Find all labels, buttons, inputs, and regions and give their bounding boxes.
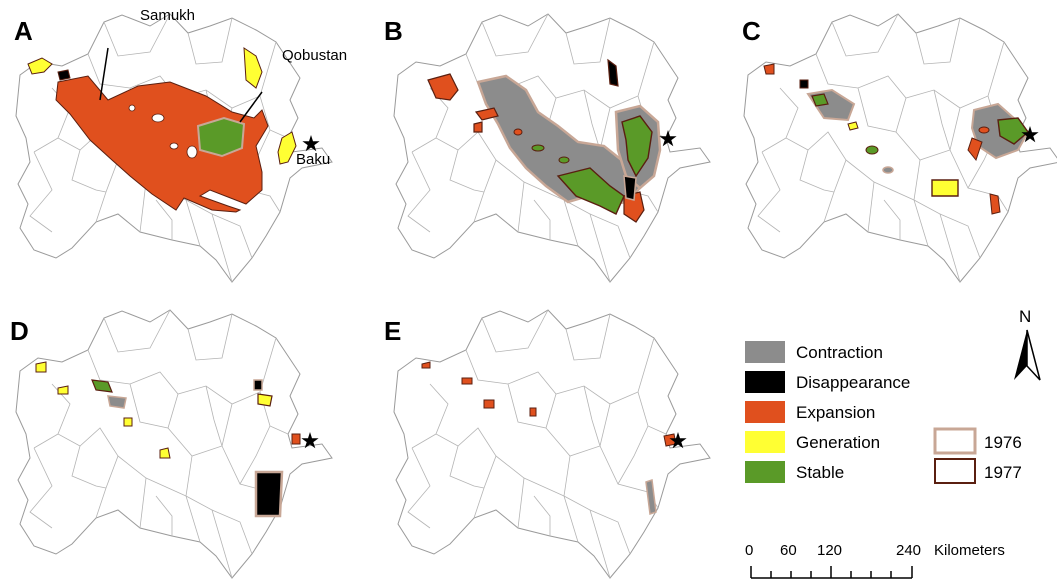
- panel-a-generation-nw: [27, 57, 53, 75]
- panel-e-expansion-1: [421, 361, 431, 369]
- panel-d-letter: D: [10, 316, 29, 346]
- legend-item-contraction: Contraction: [745, 341, 883, 363]
- panel-c-map: C: [742, 13, 1057, 283]
- baku-star-icon: [659, 130, 677, 147]
- panel-d-generation-4: [159, 447, 171, 459]
- scale-bar: 0 60 120 240 Kilometers: [745, 542, 1005, 579]
- panel-c-expansion-south: [989, 193, 1001, 215]
- panel-d-generation-3: [123, 417, 133, 427]
- panel-a-disappearance-nw: [57, 69, 71, 81]
- scale-bar-line: [750, 566, 913, 579]
- legend-label-stable: Stable: [796, 463, 844, 482]
- legend-swatch-stable: [745, 461, 785, 483]
- north-arrow-icon: N: [1014, 307, 1041, 381]
- panel-a-map: A Samukh Qobustan Baku: [14, 7, 347, 283]
- panel-e-map: E: [384, 309, 711, 579]
- legend-label-expansion: Expansion: [796, 403, 875, 422]
- legend-label-1976: 1976: [984, 433, 1022, 452]
- legend-label-contraction: Contraction: [796, 343, 883, 362]
- baku-star-icon: [301, 432, 319, 449]
- legend-label-disappearance: Disappearance: [796, 373, 910, 392]
- panel-e-expansion-2: [461, 377, 473, 385]
- legend-outline-1976: [933, 427, 977, 455]
- panel-a-stable-zone: [196, 116, 246, 158]
- baku-star-icon: [669, 432, 687, 449]
- panel-d-generation-ne: [257, 393, 273, 407]
- label-qobustan: Qobustan: [282, 47, 347, 64]
- legend-swatch-expansion: [745, 401, 785, 423]
- legend-item-1976: 1976: [933, 427, 1022, 455]
- panel-b-expansion-nw: [427, 73, 459, 101]
- legend-swatch-disappearance: [745, 371, 785, 393]
- panel-d-generation-1: [35, 361, 47, 373]
- panel-a-expansion-zone: [55, 75, 269, 213]
- legend-item-disappearance: Disappearance: [745, 371, 910, 393]
- label-baku: Baku: [296, 151, 330, 168]
- panel-c-generation-small: [847, 121, 859, 131]
- scale-tick-240: 240: [896, 542, 921, 559]
- baku-star-icon: [1021, 126, 1039, 143]
- panel-c-stable-east: [997, 117, 1029, 145]
- panel-a-letter: A: [14, 16, 33, 46]
- scale-tick-0: 0: [745, 542, 753, 559]
- panel-d-disappearance-south: [254, 470, 284, 518]
- panel-b-disappearance-north: [607, 58, 619, 87]
- panel-b-disappearance-east: [623, 175, 637, 201]
- legend-label-1977: 1977: [984, 463, 1022, 482]
- legend-item-stable: Stable: [745, 461, 844, 483]
- legend-outline-1977: [934, 458, 976, 484]
- panel-d-contraction-center: [107, 395, 127, 409]
- panel-e-letter: E: [384, 316, 401, 346]
- scale-unit: Kilometers: [934, 542, 1005, 559]
- panel-c-generation-south: [931, 179, 959, 197]
- legend-swatch-generation: [745, 431, 785, 453]
- legend-label-generation: Generation: [796, 433, 880, 452]
- panel-d-stable-center: [91, 379, 113, 393]
- panel-c-stable-center: [811, 93, 829, 107]
- panel-d-expansion-east: [291, 433, 301, 445]
- legend-item-generation: Generation: [745, 431, 880, 453]
- panel-a-generation-baku: [277, 131, 297, 165]
- label-samukh: Samukh: [140, 7, 195, 24]
- panel-e-contraction-coast: [645, 478, 657, 516]
- legend: Contraction Disappearance Expansion Gene…: [745, 341, 1022, 484]
- legend-item-expansion: Expansion: [745, 401, 875, 423]
- panel-b-stable-east: [621, 115, 653, 178]
- scale-tick-120: 120: [817, 542, 842, 559]
- panel-b-letter: B: [384, 16, 403, 46]
- panel-e-expansion-3: [483, 399, 495, 409]
- panel-e-expansion-4: [529, 407, 537, 417]
- panel-b-expansion-small1: [474, 107, 499, 121]
- panel-b-expansion-small2: [473, 121, 483, 133]
- panel-a-generation-qobustan: [243, 47, 263, 89]
- panel-d-generation-2: [57, 385, 69, 395]
- legend-swatch-contraction: [745, 341, 785, 363]
- panel-c-expansion-east: [967, 137, 983, 162]
- baku-star-icon: [302, 135, 320, 152]
- panel-b-map: B: [384, 13, 711, 283]
- panel-b-stable-center: [556, 167, 625, 215]
- scale-tick-60: 60: [780, 542, 797, 559]
- panel-c-expansion-nw: [763, 63, 775, 75]
- panel-c-letter: C: [742, 16, 761, 46]
- legend-item-1977: 1977: [934, 458, 1022, 484]
- panel-d-disappearance-ne: [253, 379, 263, 391]
- north-arrow-label: N: [1019, 307, 1031, 326]
- panel-c-disappearance: [799, 79, 809, 89]
- panel-d-map: D: [10, 309, 333, 579]
